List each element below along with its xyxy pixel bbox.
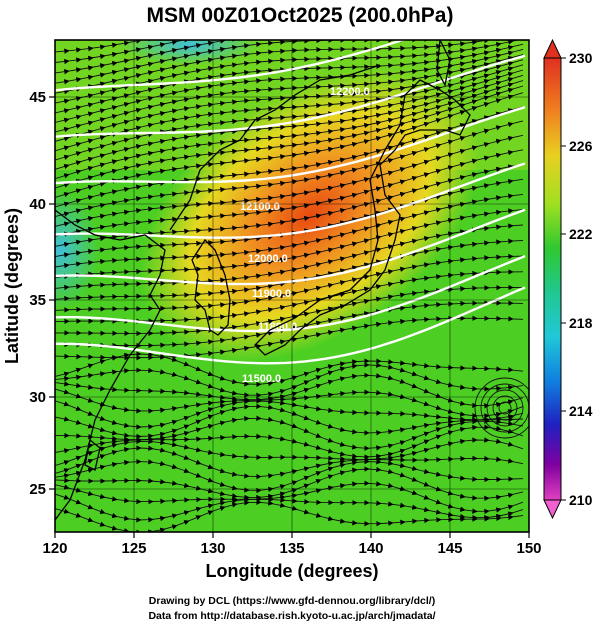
cool-anomaly-north [120,40,260,65]
contour-label: 11500.0 [242,373,281,385]
x-tick-label: 145 [437,540,462,557]
y-tick-label: 45 [29,89,46,106]
vortex-ring [480,383,529,433]
x-axis-label: Longitude (degrees) [205,561,378,581]
height-contour [55,208,526,286]
height-contour [55,106,526,185]
height-contour [55,40,408,92]
x-tick-label: 140 [358,540,383,557]
grid-lines [55,40,529,532]
coastline-layer [55,40,471,521]
x-tick-label: 150 [516,540,541,557]
contour-label: 12000.0 [248,253,288,265]
contour-label: 12100.0 [240,201,280,213]
height-contour [55,162,526,239]
vortex-ring [486,389,524,427]
y-tick-label: 30 [29,389,46,406]
colorbar-tick-label: 222 [569,226,593,242]
y-tick-label: 40 [29,196,46,213]
credit-line-dcl: Drawing by DCL (https://www.gfd-dennou.o… [149,595,435,607]
height-contour [55,254,526,333]
vortex-ring [474,377,529,439]
height-contour [55,286,526,365]
x-axis: 120 125 130 135 140 145 150 Longitude (d… [42,532,542,581]
colorbar-tick-label: 218 [569,315,593,331]
x-tick-label: 120 [42,540,67,557]
y-axis: 45 40 35 30 25 Latitude (degrees) [2,89,55,498]
colorbar-tick-label: 214 [569,403,593,419]
x-tick-label: 130 [200,540,225,557]
colorbar-tick-label: 226 [569,138,593,154]
plot-title: MSM 00Z01Oct2025 (200.0hPa) [147,4,454,27]
y-axis-label: Latitude (degrees) [2,208,22,364]
coastline-manchuria [169,64,381,231]
colorbar: 230 226 222 218 214 210 [543,38,593,520]
vortex-ring [492,395,518,421]
vortex-ring [498,401,512,415]
x-tick-label: 135 [279,540,304,557]
colorbar-tick-label: 230 [569,50,593,66]
credit-line-data: Data from http://database.rish.kyoto-u.a… [148,610,435,622]
map-plot-area: 12200.012100.012000.011900.011800.011500… [55,40,529,532]
contour-label: 11900.0 [252,288,291,300]
coastline-korea [191,238,231,336]
coastline-sakhalin [436,40,451,87]
colorbar-min-triangle [543,499,562,520]
coastline-taiwan [84,438,101,471]
y-tick-label: 25 [29,481,46,498]
contour-label: 12200.0 [330,86,370,98]
colorbar-max-triangle [543,38,562,59]
coastline-japan [254,79,471,356]
colorbar-scale [543,57,562,501]
colorbar-tick-label: 210 [569,492,593,508]
x-tick-label: 125 [121,540,146,557]
y-tick-label: 35 [29,292,46,309]
